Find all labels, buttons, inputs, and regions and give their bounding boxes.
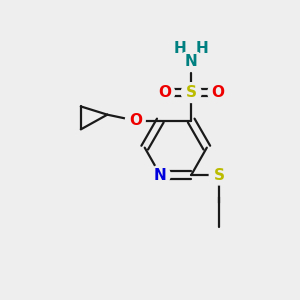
Text: O: O [211, 85, 224, 100]
Circle shape [181, 83, 201, 103]
Circle shape [209, 165, 229, 185]
Circle shape [155, 83, 175, 103]
Text: O: O [158, 85, 171, 100]
Text: S: S [214, 167, 225, 182]
Text: H: H [174, 41, 186, 56]
Circle shape [125, 111, 145, 130]
Circle shape [150, 165, 170, 185]
Circle shape [208, 83, 228, 103]
Text: N: N [154, 167, 167, 182]
Text: N: N [185, 54, 198, 69]
Text: S: S [186, 85, 197, 100]
Text: O: O [129, 113, 142, 128]
Text: H: H [196, 41, 209, 56]
